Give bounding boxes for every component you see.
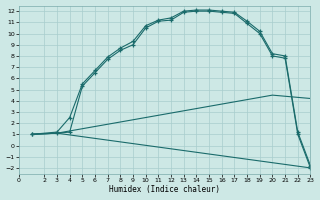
X-axis label: Humidex (Indice chaleur): Humidex (Indice chaleur) <box>109 185 220 194</box>
